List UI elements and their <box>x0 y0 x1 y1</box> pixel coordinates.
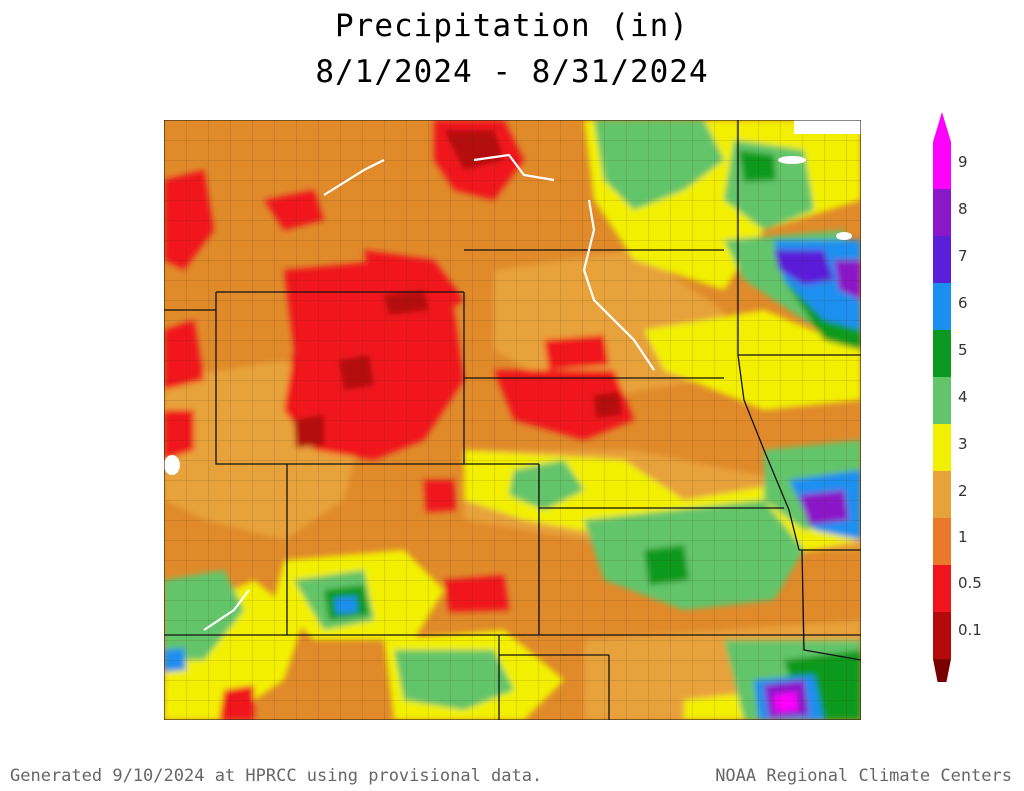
legend-swatch <box>933 236 951 283</box>
legend-bottom-arrow <box>933 659 951 682</box>
county-boundaries <box>164 120 861 720</box>
color-legend <box>933 112 951 682</box>
legend-label: 2 <box>958 482 968 500</box>
legend-label: 9 <box>958 153 968 171</box>
legend-swatch <box>933 471 951 518</box>
map-date-range: 8/1/2024 - 8/31/2024 <box>315 54 709 90</box>
lakes <box>164 120 861 475</box>
legend-swatch <box>933 565 951 612</box>
map-title: Precipitation (in) <box>335 8 689 44</box>
legend-label: 8 <box>958 200 968 218</box>
legend-label: 3 <box>958 435 968 453</box>
precipitation-map <box>164 120 861 720</box>
precipitation-map-svg <box>164 120 861 720</box>
state-boundaries <box>164 120 861 720</box>
legend-color-bars <box>933 112 951 682</box>
legend-swatch <box>933 142 951 189</box>
legend-label: 5 <box>958 341 968 359</box>
legend-swatch <box>933 518 951 565</box>
legend-label: 4 <box>958 388 968 406</box>
legend-label: 1 <box>958 528 968 546</box>
legend-label: 7 <box>958 247 968 265</box>
legend-swatch <box>933 612 951 659</box>
legend-swatch <box>933 330 951 377</box>
water-features <box>203 153 655 631</box>
legend-label: 6 <box>958 294 968 312</box>
legend-swatch <box>933 424 951 471</box>
legend-label: 0.5 <box>958 574 982 592</box>
footer-credit: NOAA Regional Climate Centers <box>715 766 1012 786</box>
legend-top-arrow <box>933 112 951 142</box>
legend-swatch <box>933 283 951 330</box>
legend-label: 0.1 <box>958 621 982 639</box>
legend-swatch <box>933 189 951 236</box>
legend-swatch <box>933 377 951 424</box>
footer-generated-note: Generated 9/10/2024 at HPRCC using provi… <box>10 766 543 786</box>
